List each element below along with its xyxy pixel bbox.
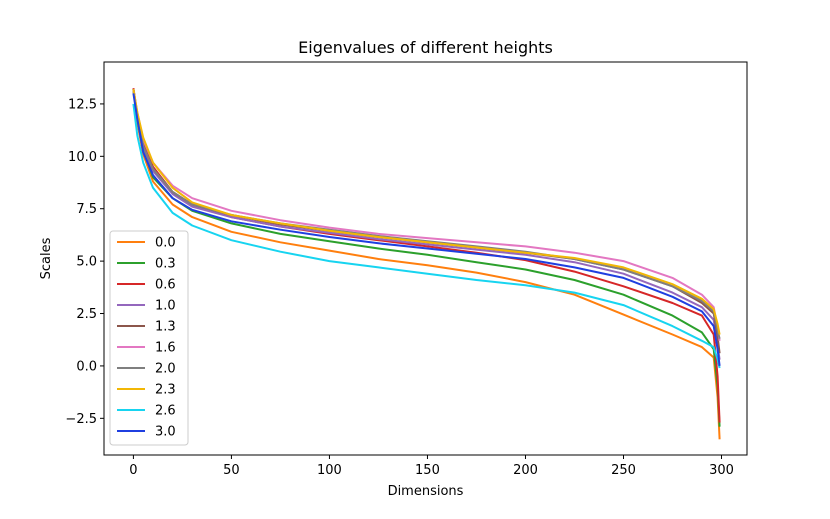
y-tick-label: 0.0: [76, 359, 97, 374]
y-tick-label: 10.0: [68, 150, 97, 165]
x-axis-ticks: 0 50 100 150 200 250 300: [129, 455, 734, 478]
legend-label: 0.0: [155, 236, 176, 251]
x-tick-label: 100: [317, 463, 342, 478]
x-tick-label: 200: [513, 463, 538, 478]
legend-label: 2.6: [155, 404, 176, 419]
x-axis-label: Dimensions: [388, 484, 464, 499]
legend-label: 1.0: [155, 299, 176, 314]
y-axis-label: Scales: [39, 237, 54, 279]
y-tick-label: 5.0: [76, 255, 97, 270]
series-line-3.0: [132, 93, 721, 367]
y-tick-label: 12.5: [68, 97, 97, 112]
series-line-0.3: [132, 89, 721, 427]
legend-label: 0.6: [155, 278, 176, 293]
series-line-2.6: [132, 103, 721, 369]
x-tick-label: 0: [129, 463, 137, 478]
series-lines: [132, 88, 721, 440]
legend: 0.0 0.3 0.6 1.0 1.3 1.6 2.0 2.3 2.6 3.0: [109, 230, 189, 446]
series-line-2.0: [132, 89, 721, 339]
legend-label: 1.6: [155, 341, 176, 356]
x-tick-label: 50: [223, 463, 240, 478]
legend-label: 0.3: [155, 257, 176, 272]
plot-frame: [103, 61, 748, 456]
x-tick-label: 250: [611, 463, 636, 478]
y-axis-ticks: −2.5 0.0 2.5 5.0 7.5 10.0 12.5: [65, 97, 104, 427]
legend-label: 2.3: [155, 383, 176, 398]
chart-title: Eigenvalues of different heights: [298, 38, 553, 57]
legend-label: 2.0: [155, 362, 176, 377]
series-line-0.0: [132, 89, 721, 440]
x-tick-label: 300: [709, 463, 734, 478]
series-line-2.3: [132, 89, 721, 335]
x-tick-label: 150: [415, 463, 440, 478]
legend-label: 3.0: [155, 425, 176, 440]
y-tick-label: −2.5: [65, 412, 97, 427]
series-line-1.0: [132, 89, 721, 360]
legend-label: 1.3: [155, 320, 176, 335]
y-tick-label: 7.5: [76, 202, 97, 217]
series-line-1.3: [132, 89, 721, 354]
y-tick-label: 2.5: [76, 307, 97, 322]
series-line-0.6: [132, 88, 721, 423]
